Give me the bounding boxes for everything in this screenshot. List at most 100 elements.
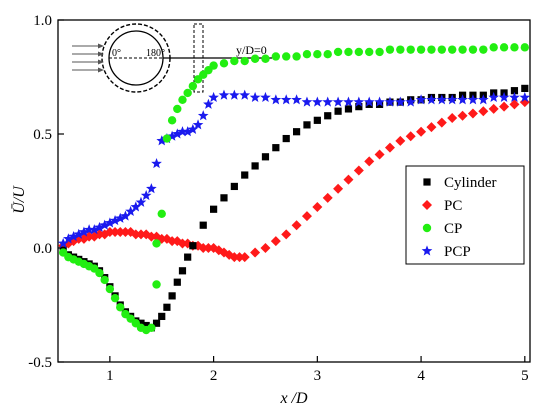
data-point-pcp [363,96,375,107]
data-point-cp [219,59,229,68]
data-point-pcp [203,98,214,109]
data-point-pcp [63,233,74,244]
data-point-pc [499,101,510,112]
data-point-cp [344,47,353,57]
data-point-pc [312,201,323,212]
y-tick-label: 0.0 [33,241,52,257]
data-point-pcp [135,196,147,207]
data-point-pc [467,108,478,119]
axis-ticks: 1 2 3 4 5 -0.5 0.0 0.5 1.0 [28,13,528,384]
data-point-pcp [509,91,520,103]
data-point-cylinder [142,321,150,330]
data-point-pc [416,126,427,137]
data-point-cp [230,56,239,66]
inset-angle-0-label: 0° [112,48,121,59]
data-point-cp [375,47,384,57]
data-point-pc [457,110,468,121]
data-point-pcp [436,94,448,105]
data-point-cp [396,45,405,54]
data-point-pc [130,229,141,240]
y-tick-label: -0.5 [28,355,52,371]
x-tick-label: 3 [314,368,322,384]
data-point-pcp [68,231,79,242]
data-point-pcp [171,128,183,139]
data-point-pc [239,252,250,263]
data-point-cp [240,56,249,66]
data-point-pc [110,227,121,238]
data-point-pcp [151,158,162,169]
inset-measurement-window [193,23,204,93]
data-point-cp [447,45,457,54]
data-point-pcp [104,217,116,228]
data-point-cylinder [158,312,166,320]
data-point-cylinder [282,134,290,143]
inset-centerline-label: y/D=0 [236,43,267,57]
data-point-pcp [109,215,121,226]
data-point-pc [203,243,214,253]
data-point-pc [405,131,416,142]
data-point-cylinder [334,107,342,115]
data-point-cylinder [344,105,353,113]
data-point-cp [292,52,301,61]
data-point-cp [354,47,364,57]
y-axis-label: Ū/U [10,185,28,214]
legend-marker-pc [422,200,432,210]
data-point-pc [343,174,354,185]
data-point-pcp [457,94,468,105]
data-point-pcp [488,91,500,103]
data-point-pcp [73,228,85,239]
data-point-cp [416,45,426,54]
data-point-pc [177,238,188,249]
data-point-pcp [301,96,313,107]
data-point-pc [488,103,499,114]
data-point-cylinder [230,182,238,191]
data-point-pcp [156,135,168,146]
data-point-cp [437,45,447,54]
data-point-pcp [99,219,111,230]
plot-frame [57,19,531,363]
data-point-cp [520,43,530,52]
data-point-cp [323,50,332,59]
data-point-cp [458,45,467,54]
data-point-pcp [270,94,282,105]
data-point-pcp [477,94,489,105]
data-point-pc [146,231,157,242]
data-point-pcp [467,94,479,105]
data-point-pc [94,229,105,240]
data-point-pcp [280,94,292,105]
data-point-cylinder [251,162,259,170]
data-point-cp [105,284,115,294]
data-point-cp [167,116,177,125]
data-point-cp [173,104,182,114]
data-point-cp [250,54,260,63]
data-point-cp [510,43,519,52]
data-point-pcp [187,123,199,134]
data-point-pc [426,122,437,133]
data-point-pcp [130,201,142,212]
data-point-cp [365,47,374,57]
data-point-cp [116,303,125,312]
data-point-cp [209,61,218,70]
data-point-cylinder [168,292,176,300]
data-point-cylinder [272,144,280,152]
data-point-pcp [343,96,354,107]
data-point-cylinder [178,267,187,275]
data-point-pc [250,247,261,258]
legend-marker-cylinder [423,178,431,186]
legend-label-pcp: PCP [444,244,471,260]
data-point-pcp [374,96,385,107]
data-point-cp [489,43,498,52]
data-point-pc [353,165,364,176]
data-point-cp [385,45,395,54]
data-point-cp [406,45,415,54]
data-point-pc [322,192,333,203]
data-point-pcp [146,183,157,194]
data-point-pc [478,106,489,117]
data-point-pcp [125,205,136,217]
x-axis-label: x /D [279,390,308,407]
data-point-pc [374,149,385,160]
data-point-pcp [291,94,302,105]
data-point-cp [261,54,270,63]
